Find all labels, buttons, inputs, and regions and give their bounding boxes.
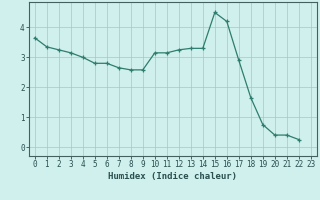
X-axis label: Humidex (Indice chaleur): Humidex (Indice chaleur) <box>108 172 237 181</box>
